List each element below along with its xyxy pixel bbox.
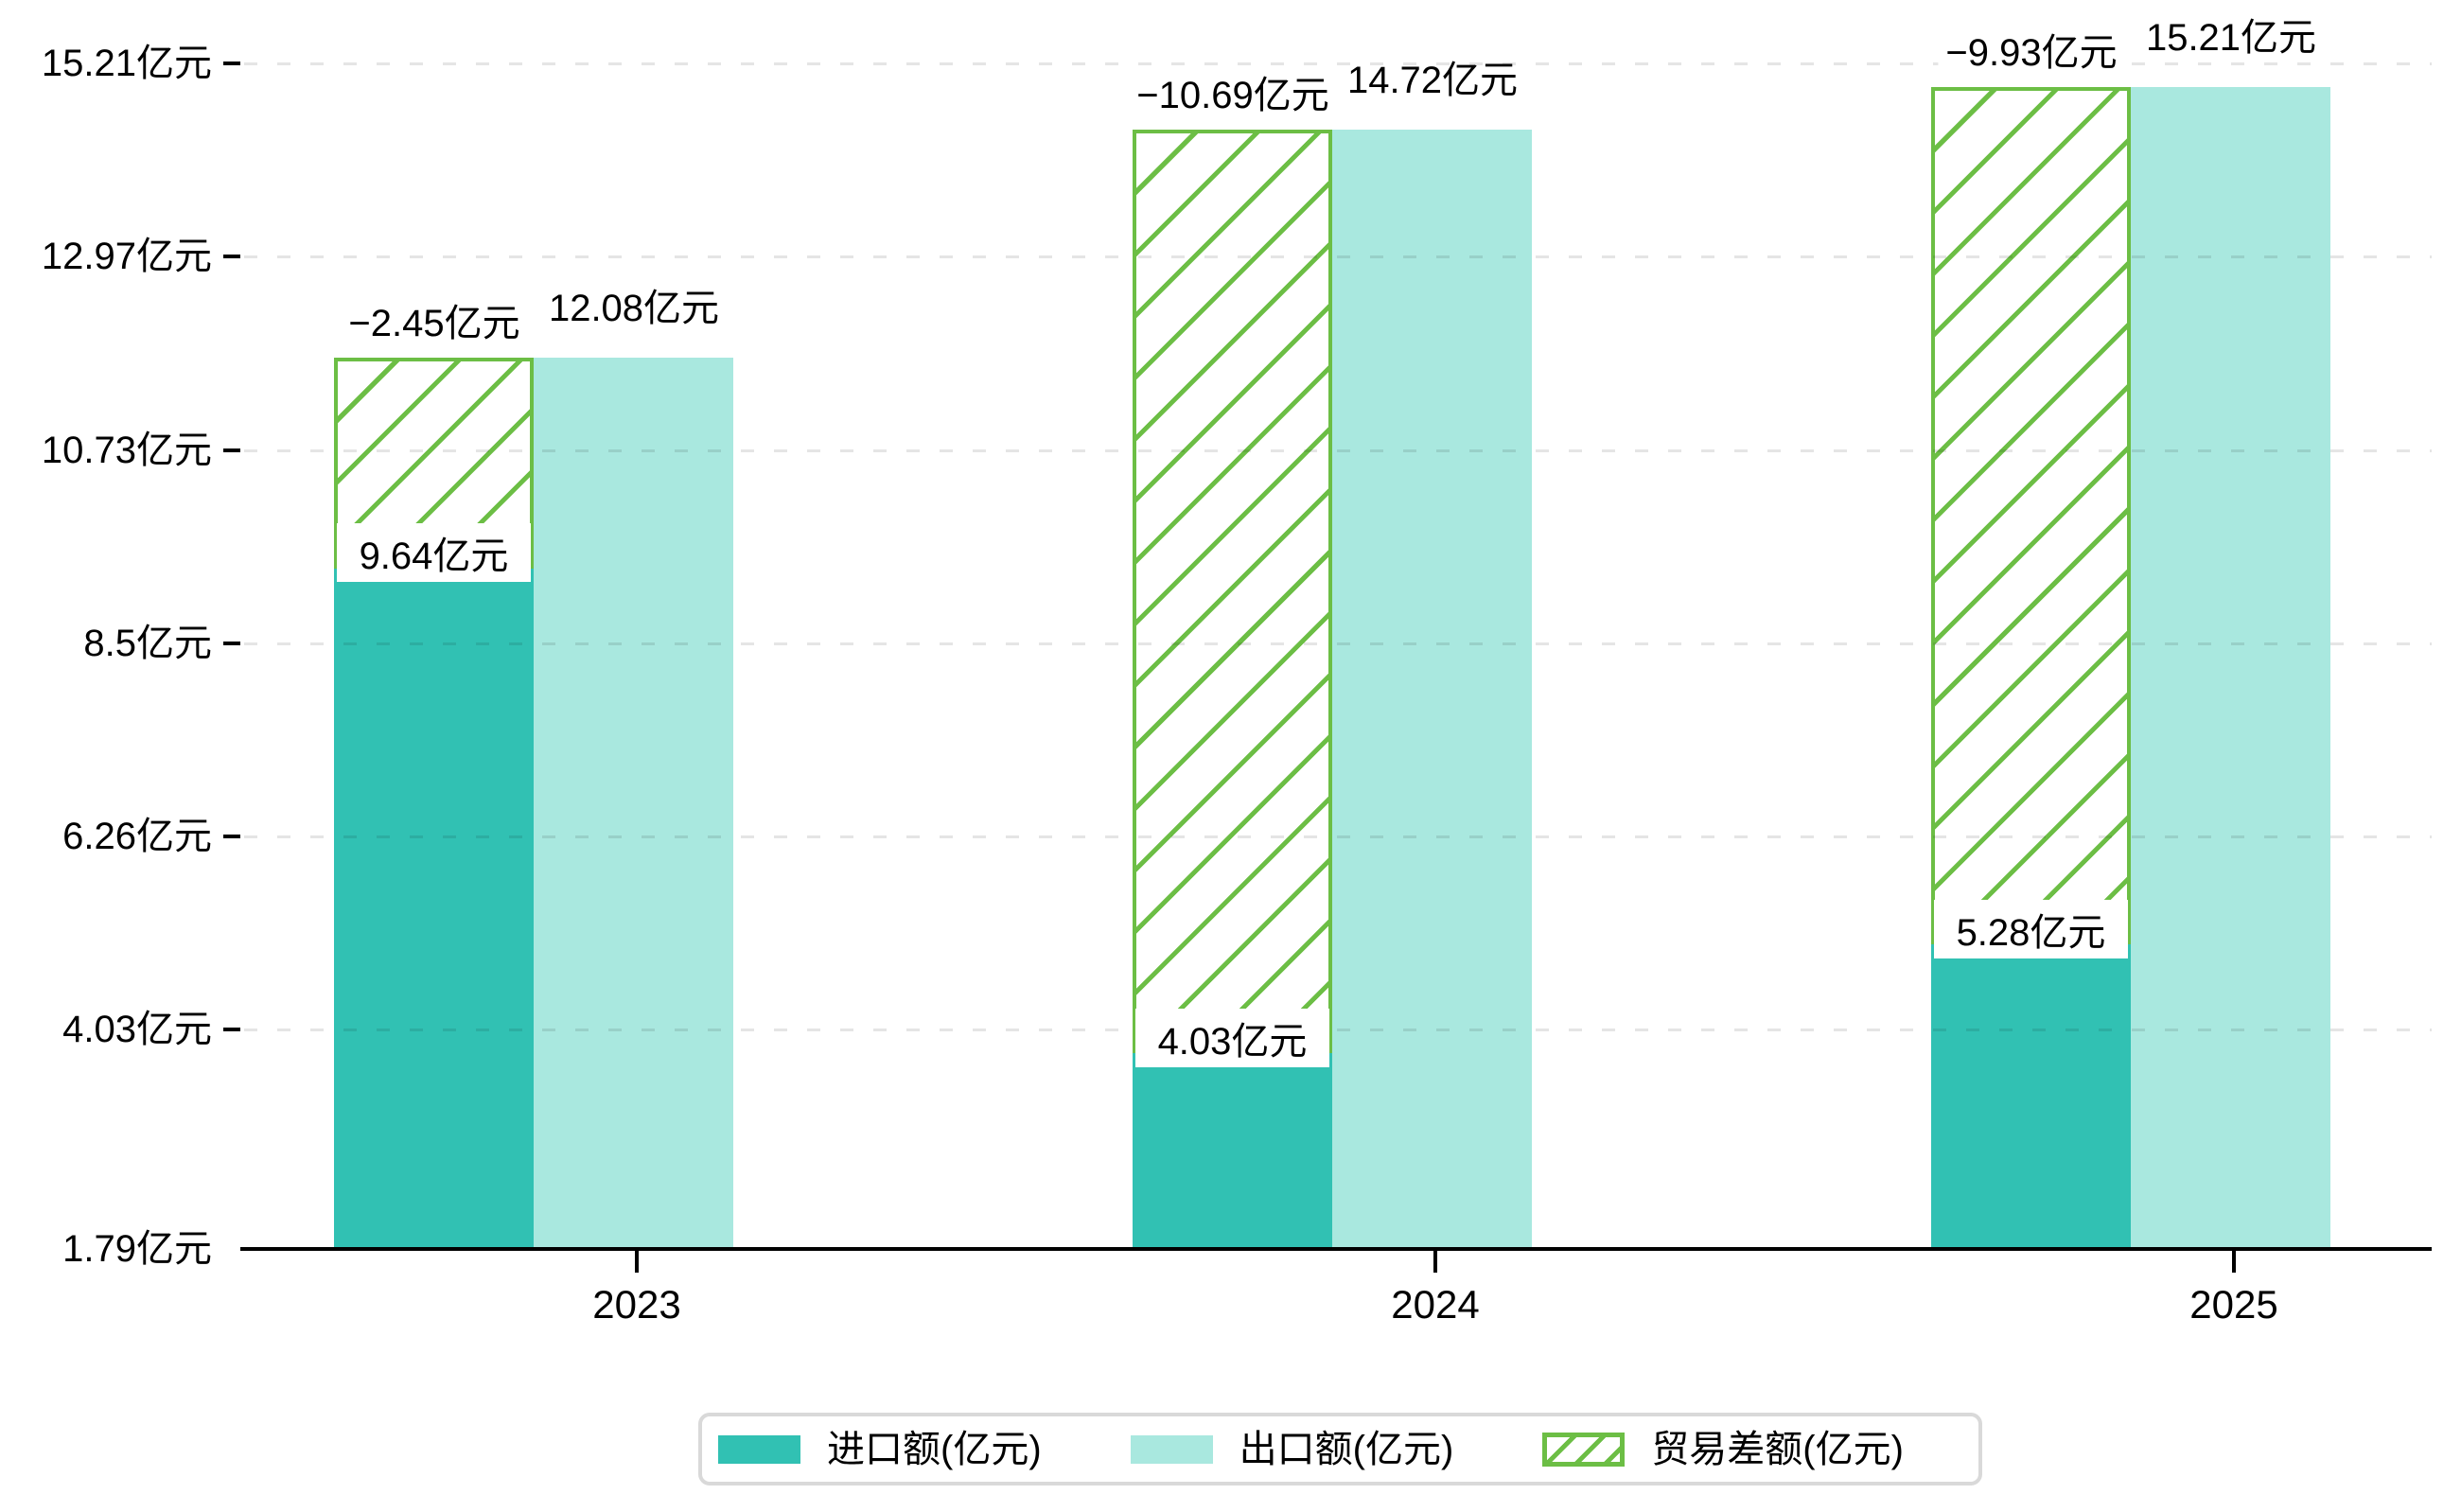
y-tick-label: 4.03亿元 xyxy=(62,1009,212,1050)
label-trade-balance-2024: −10.69亿元 xyxy=(1129,72,1337,119)
gridline xyxy=(244,62,2432,65)
label-export-2025: 15.21亿元 xyxy=(2145,17,2317,59)
bar-import-2025 xyxy=(1931,944,2131,1249)
import-swatch xyxy=(718,1434,800,1464)
x-tick-label-2025: 2025 xyxy=(2189,1282,2278,1327)
x-tick-label-2024: 2024 xyxy=(1391,1282,1480,1327)
y-tick-mark xyxy=(223,642,240,645)
gridline xyxy=(244,255,2432,258)
y-tick-label: 10.73亿元 xyxy=(41,430,212,471)
x-axis-line xyxy=(240,1247,2432,1251)
x-tick-mark xyxy=(635,1251,639,1273)
legend-label-import: 进口额(亿元) xyxy=(827,1428,1042,1470)
bar-export-2025 xyxy=(2131,87,2330,1249)
x-tick-label-2023: 2023 xyxy=(592,1282,681,1327)
y-tick-mark xyxy=(223,1028,240,1031)
label-import-2025: 5.28亿元 xyxy=(1934,900,2128,958)
legend-item-trade-balance: 贸易差额(亿元) xyxy=(1542,1431,1904,1468)
bar-import-2023 xyxy=(334,568,534,1249)
legend: 进口额(亿元) 出口额(亿元) 贸易差额(亿元) xyxy=(698,1413,1982,1486)
label-import-2023: 9.64亿元 xyxy=(337,523,531,582)
y-tick-mark xyxy=(223,62,240,65)
gridline xyxy=(244,835,2432,838)
x-tick-mark xyxy=(2232,1251,2236,1273)
bar-export-2024 xyxy=(1332,130,1532,1249)
y-tick-label: 6.26亿元 xyxy=(62,816,212,857)
bar-trade-balance-2024 xyxy=(1133,130,1332,1053)
y-tick-mark xyxy=(223,255,240,258)
y-tick-mark xyxy=(223,448,240,452)
y-tick-label: 15.21亿元 xyxy=(41,43,212,84)
gridline xyxy=(244,449,2432,452)
bar-trade-balance-2025 xyxy=(1931,87,2131,944)
gridline xyxy=(244,642,2432,645)
label-trade-balance-2025: −9.93亿元 xyxy=(1938,29,2125,77)
bar-import-2024 xyxy=(1133,1053,1332,1249)
y-tick-label: 1.79亿元 xyxy=(62,1228,212,1270)
legend-label-export: 出口额(亿元) xyxy=(1239,1428,1454,1470)
y-tick-label: 12.97亿元 xyxy=(41,236,212,277)
legend-label-trade-balance: 贸易差额(亿元) xyxy=(1651,1428,1904,1470)
y-tick-mark xyxy=(223,835,240,838)
y-tick-label: 8.5亿元 xyxy=(83,623,212,664)
x-tick-mark xyxy=(1433,1251,1437,1273)
label-export-2023: 12.08亿元 xyxy=(548,288,720,329)
label-export-2024: 14.72亿元 xyxy=(1346,60,1519,101)
bar-export-2023 xyxy=(534,358,733,1249)
gridline xyxy=(244,1029,2432,1031)
export-swatch xyxy=(1130,1434,1213,1464)
legend-item-export: 出口额(亿元) xyxy=(1130,1428,1454,1470)
trade-balance-swatch xyxy=(1542,1432,1626,1467)
label-import-2024: 4.03亿元 xyxy=(1135,1009,1329,1067)
legend-item-import: 进口额(亿元) xyxy=(718,1431,1042,1468)
label-trade-balance-2023: −2.45亿元 xyxy=(341,300,528,347)
